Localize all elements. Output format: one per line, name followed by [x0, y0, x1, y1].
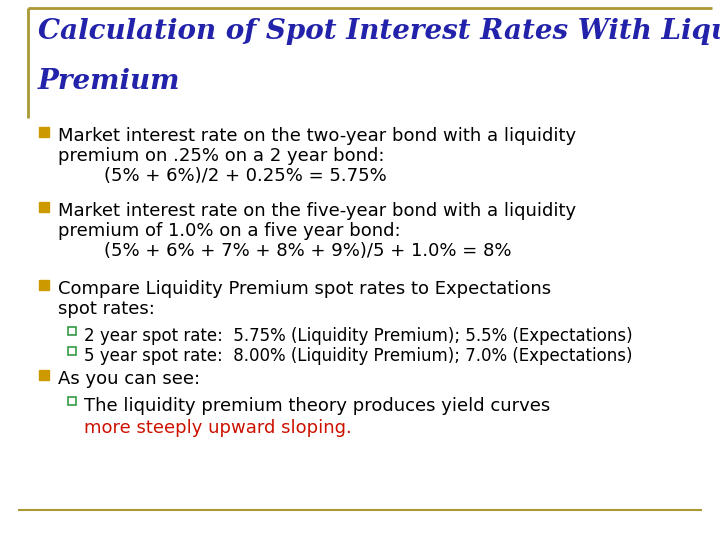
Text: (5% + 6% + 7% + 8% + 9%)/5 + 1.0% = 8%: (5% + 6% + 7% + 8% + 9%)/5 + 1.0% = 8% — [58, 242, 511, 260]
Bar — [39, 202, 49, 212]
Bar — [39, 370, 49, 380]
Text: Market interest rate on the five-year bond with a liquidity: Market interest rate on the five-year bo… — [58, 202, 576, 220]
Bar — [39, 280, 49, 290]
Text: 2 year spot rate:  5.75% (Liquidity Premium); 5.5% (Expectations): 2 year spot rate: 5.75% (Liquidity Premi… — [84, 327, 633, 345]
Text: The liquidity premium theory produces yield curves: The liquidity premium theory produces yi… — [84, 397, 550, 415]
Text: 5 year spot rate:  8.00% (Liquidity Premium); 7.0% (Expectations): 5 year spot rate: 8.00% (Liquidity Premi… — [84, 347, 632, 365]
FancyBboxPatch shape — [68, 347, 76, 355]
Text: (5% + 6%)/2 + 0.25% = 5.75%: (5% + 6%)/2 + 0.25% = 5.75% — [58, 167, 387, 185]
Text: premium of 1.0% on a five year bond:: premium of 1.0% on a five year bond: — [58, 222, 400, 240]
FancyBboxPatch shape — [68, 327, 76, 335]
Text: Calculation of Spot Interest Rates With Liquidity: Calculation of Spot Interest Rates With … — [38, 18, 720, 45]
Bar — [39, 127, 49, 137]
FancyBboxPatch shape — [68, 397, 76, 405]
Text: spot rates:: spot rates: — [58, 300, 155, 318]
Text: Market interest rate on the two-year bond with a liquidity: Market interest rate on the two-year bon… — [58, 127, 576, 145]
Text: Compare Liquidity Premium spot rates to Expectations: Compare Liquidity Premium spot rates to … — [58, 280, 551, 298]
Text: As you can see:: As you can see: — [58, 370, 200, 388]
Text: more steeply upward sloping.: more steeply upward sloping. — [84, 419, 352, 437]
Text: premium on .25% on a 2 year bond:: premium on .25% on a 2 year bond: — [58, 147, 384, 165]
Text: Premium: Premium — [38, 68, 181, 95]
